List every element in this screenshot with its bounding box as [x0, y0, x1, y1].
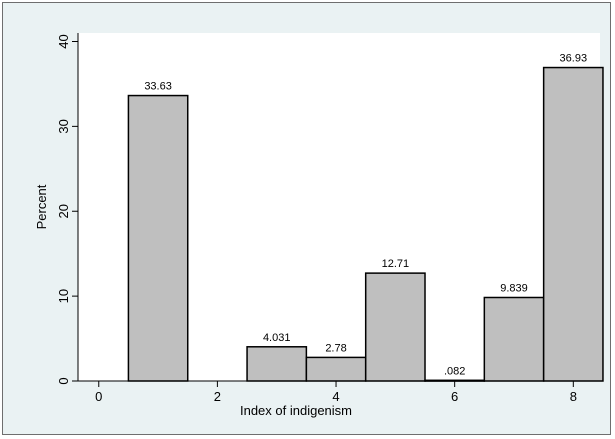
bar-1: [127, 94, 189, 382]
y-tick-label: 30: [56, 119, 71, 133]
bar-3: [305, 356, 367, 382]
x-tick-label: 0: [95, 389, 102, 404]
data-label-1: 33.63: [144, 81, 172, 93]
x-tick-label: 6: [451, 389, 458, 404]
bars-group: [127, 66, 604, 382]
data-label-2: 4.031: [263, 332, 291, 344]
data-labels-group: 33.63 4.031 2.78 12.71 .082 9.839 36.93: [144, 53, 587, 378]
data-label-3: 2.78: [325, 342, 346, 354]
y-tick-label: 20: [56, 204, 71, 218]
y-axis-title: Percent: [34, 184, 49, 229]
bar-4: [364, 272, 426, 382]
data-label-4: 12.71: [382, 258, 410, 270]
x-axis-title: Index of indigenism: [240, 403, 352, 418]
y-tick-label: 10: [56, 289, 71, 303]
bar-2: [246, 346, 308, 382]
data-label-6: 9.839: [500, 282, 528, 294]
data-label-5: .082: [444, 365, 465, 377]
bar-6: [483, 296, 545, 382]
y-axis-ticks: 0 10 20 30 40: [56, 34, 78, 385]
x-tick-label: 4: [332, 389, 339, 404]
data-label-7: 36.93: [560, 53, 588, 65]
x-axis-ticks: 0 2 4 6 8: [95, 381, 577, 404]
bar-7: [542, 66, 604, 382]
y-tick-label: 0: [56, 377, 71, 384]
x-tick-label: 2: [214, 389, 221, 404]
y-tick-label: 40: [56, 34, 71, 48]
x-tick-label: 8: [570, 389, 577, 404]
